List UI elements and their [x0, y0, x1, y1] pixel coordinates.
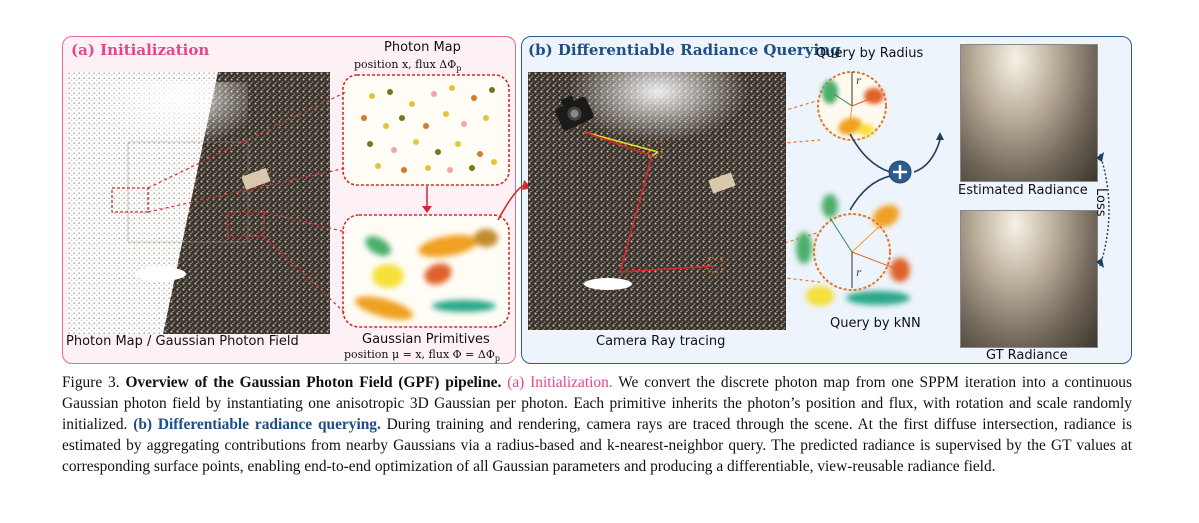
photon-map-inset — [342, 74, 510, 186]
caption-part-a-label: (a) Initialization. — [507, 374, 613, 391]
loss-label: Loss — [1093, 188, 1108, 217]
estimated-radiance-image — [960, 44, 1098, 182]
caption-heading: Overview of the Gaussian Photon Field (G… — [125, 374, 502, 391]
gt-radiance-image — [960, 210, 1098, 348]
svg-text:r: r — [856, 268, 862, 279]
photon-map-title: Photon Map — [384, 40, 461, 55]
panel-a-title: (a) Initialization — [71, 41, 210, 59]
figure-caption: Figure 3. Overview of the Gaussian Photo… — [62, 372, 1132, 477]
gt-radiance-label: GT Radiance — [986, 348, 1068, 363]
query-knn-illustration: r — [796, 194, 910, 306]
caption-part-a-text: We convert the discrete photon map from … — [62, 374, 1132, 433]
down-arrow-icon — [422, 186, 432, 213]
estimated-radiance-label: Estimated Radiance — [958, 183, 1088, 198]
figure-number: Figure 3. — [62, 374, 120, 391]
caption-part-b-text: During training and rendering, camera ra… — [62, 416, 1132, 475]
loss-arrow-icon — [1096, 152, 1110, 268]
camera-icon — [555, 95, 594, 131]
query-radius-label: Query by Radius — [816, 46, 924, 61]
query-radius-illustration: r — [817, 71, 887, 141]
scene-label-a: Photon Map / Gaussian Photon Field — [66, 334, 299, 349]
caption-part-b-label: (b) Differentiable radiance querying. — [133, 416, 381, 433]
camera-ray-label: Camera Ray tracing — [596, 334, 726, 349]
camera-ray-scene-image — [528, 72, 786, 330]
gaussian-primitives-inset — [342, 214, 510, 328]
aggregation-arrows — [849, 132, 944, 211]
svg-text:r: r — [856, 76, 862, 87]
panel-b-title: (b) Differentiable Radiance Querying — [528, 41, 841, 59]
photon-scene-image — [68, 72, 330, 334]
gaussian-primitives-subtitle: position μ = x, flux Φ = ΔΦp — [344, 348, 500, 364]
photon-map-subtitle: position x, flux ΔΦp — [354, 58, 462, 74]
query-knn-label: Query by kNN — [830, 316, 921, 331]
plus-icon — [888, 160, 912, 184]
gaussian-primitives-title: Gaussian Primitives — [362, 332, 490, 347]
